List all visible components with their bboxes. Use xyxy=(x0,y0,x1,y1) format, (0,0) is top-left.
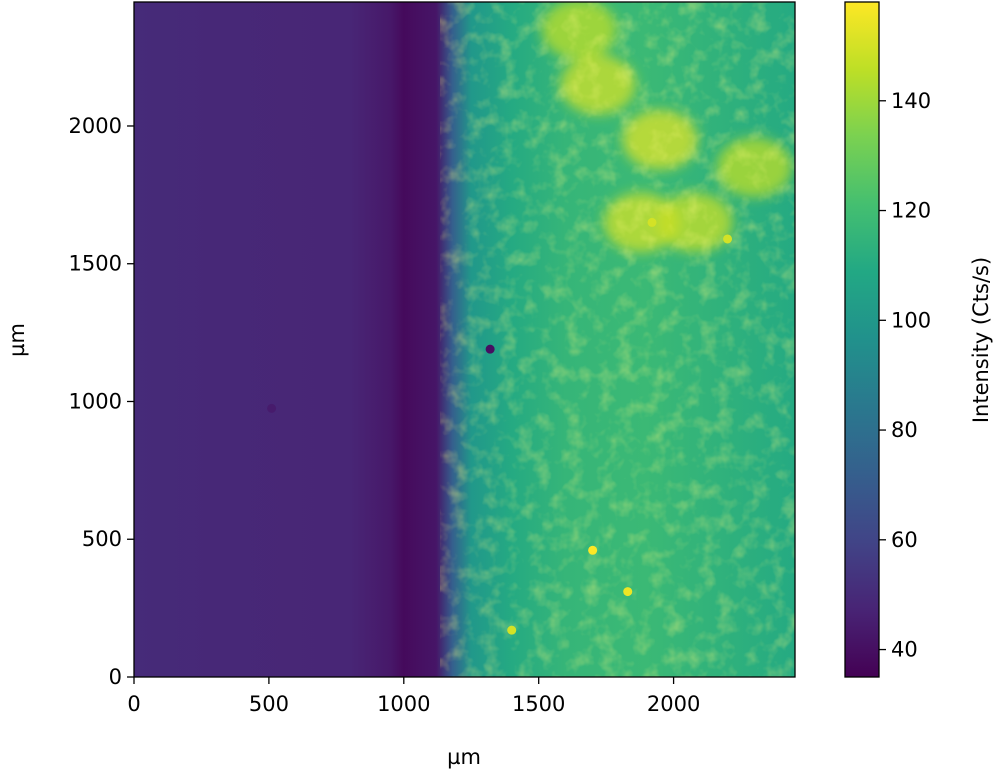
y-tick-label: 0 xyxy=(109,665,122,689)
x-tick-label: 1000 xyxy=(377,692,430,716)
y-axis: 0 500 1000 1500 2000 xyxy=(69,114,134,689)
x-tick-label: 0 xyxy=(127,692,140,716)
colorbar-tick-label: 100 xyxy=(891,308,931,332)
colorbar-tick-label: 140 xyxy=(891,89,931,113)
colorbar-label: Intensity (Cts/s) xyxy=(969,257,993,423)
particle-mark xyxy=(507,625,517,635)
particle-mark xyxy=(485,344,495,354)
colorbar-ticks: 40 60 80 100 120 140 xyxy=(879,89,931,662)
colorbar-tick-label: 120 xyxy=(891,199,931,223)
colorbar-gradient xyxy=(845,2,879,677)
y-tick-label: 1000 xyxy=(69,389,122,413)
colorbar-tick-label: 60 xyxy=(891,528,918,552)
x-tick-label: 1500 xyxy=(512,692,565,716)
particle-mark xyxy=(267,403,277,413)
colorbar-tick-label: 80 xyxy=(891,418,918,442)
particle-mark xyxy=(647,217,657,227)
plot-frame xyxy=(133,1,796,678)
heatmap-grain xyxy=(440,2,795,677)
colorbar: 40 60 80 100 120 140 Intensity (Cts/s) xyxy=(844,1,993,678)
heatmap-image xyxy=(134,2,795,677)
particle-mark xyxy=(588,545,598,555)
colorbar-tick-label: 40 xyxy=(891,638,918,662)
x-tick-label: 500 xyxy=(249,692,289,716)
x-axis: 0 500 1000 1500 2000 xyxy=(127,677,700,716)
x-axis-label: µm xyxy=(447,745,481,769)
colorbar-frame xyxy=(844,1,880,678)
y-axis-label: µm xyxy=(5,323,29,357)
y-tick-label: 1500 xyxy=(69,252,122,276)
particle-mark xyxy=(623,587,633,597)
y-tick-label: 2000 xyxy=(69,114,122,138)
particle-mark xyxy=(723,234,733,244)
particle-layer xyxy=(267,217,733,635)
y-tick-label: 500 xyxy=(82,527,122,551)
x-tick-label: 2000 xyxy=(647,692,700,716)
